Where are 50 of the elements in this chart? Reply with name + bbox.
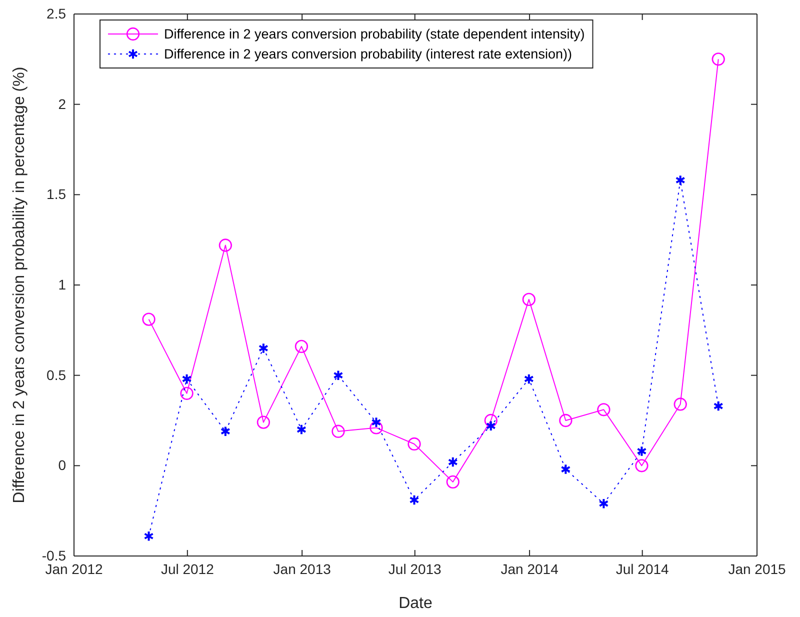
x-tick-label: Jan 2015	[728, 560, 786, 577]
point	[598, 498, 609, 510]
y-tick-label: 1	[58, 276, 66, 292]
point	[559, 414, 572, 428]
y-tick-label: 1.5	[46, 186, 66, 202]
point	[333, 370, 344, 381]
point	[448, 456, 458, 468]
point	[408, 437, 421, 451]
point	[220, 426, 230, 437]
point	[144, 530, 154, 542]
y-tick-label: 2.5	[46, 5, 66, 22]
y-axis-title: Difference in 2 years conversion probability in percentage (%)	[11, 66, 28, 504]
point	[409, 494, 420, 506]
x-tick-label: Jan 2013	[273, 560, 332, 577]
legend-label: Difference in 2 years conversion probability (interest rate extension))	[164, 46, 572, 62]
point	[258, 342, 268, 354]
point	[713, 400, 724, 412]
point	[446, 475, 460, 488]
x-tick-label: Jan 2014	[500, 560, 559, 577]
x-tick-label: Jan 2012	[45, 560, 104, 577]
point	[522, 292, 536, 306]
point	[486, 420, 496, 432]
point	[218, 238, 232, 252]
point	[560, 464, 571, 475]
x-tick-label: Jul 2013	[388, 560, 442, 577]
legend-label: Difference in 2 years conversion probability (state dependent intensity)	[164, 26, 585, 42]
point	[370, 421, 383, 434]
y-tick-label: 0.5	[46, 366, 66, 383]
point	[484, 414, 498, 428]
y-tick-label: 2	[58, 96, 66, 112]
x-tick-label: Jul 2012	[160, 560, 214, 577]
point	[636, 446, 647, 457]
point	[597, 403, 610, 416]
point	[332, 424, 345, 438]
point	[142, 312, 156, 326]
point	[256, 416, 270, 429]
x-tick-label: Jul 2014	[616, 560, 670, 577]
point	[674, 398, 687, 411]
point	[371, 416, 382, 428]
point	[182, 373, 192, 385]
point	[296, 424, 306, 436]
x-axis-title: Date	[398, 595, 432, 612]
y-tick-label: -0.5	[42, 547, 66, 564]
point	[635, 459, 648, 472]
point	[524, 373, 534, 385]
point	[675, 174, 686, 186]
point	[294, 340, 308, 353]
point	[712, 52, 725, 66]
y-tick-label: 0	[58, 457, 66, 474]
point	[180, 386, 194, 400]
